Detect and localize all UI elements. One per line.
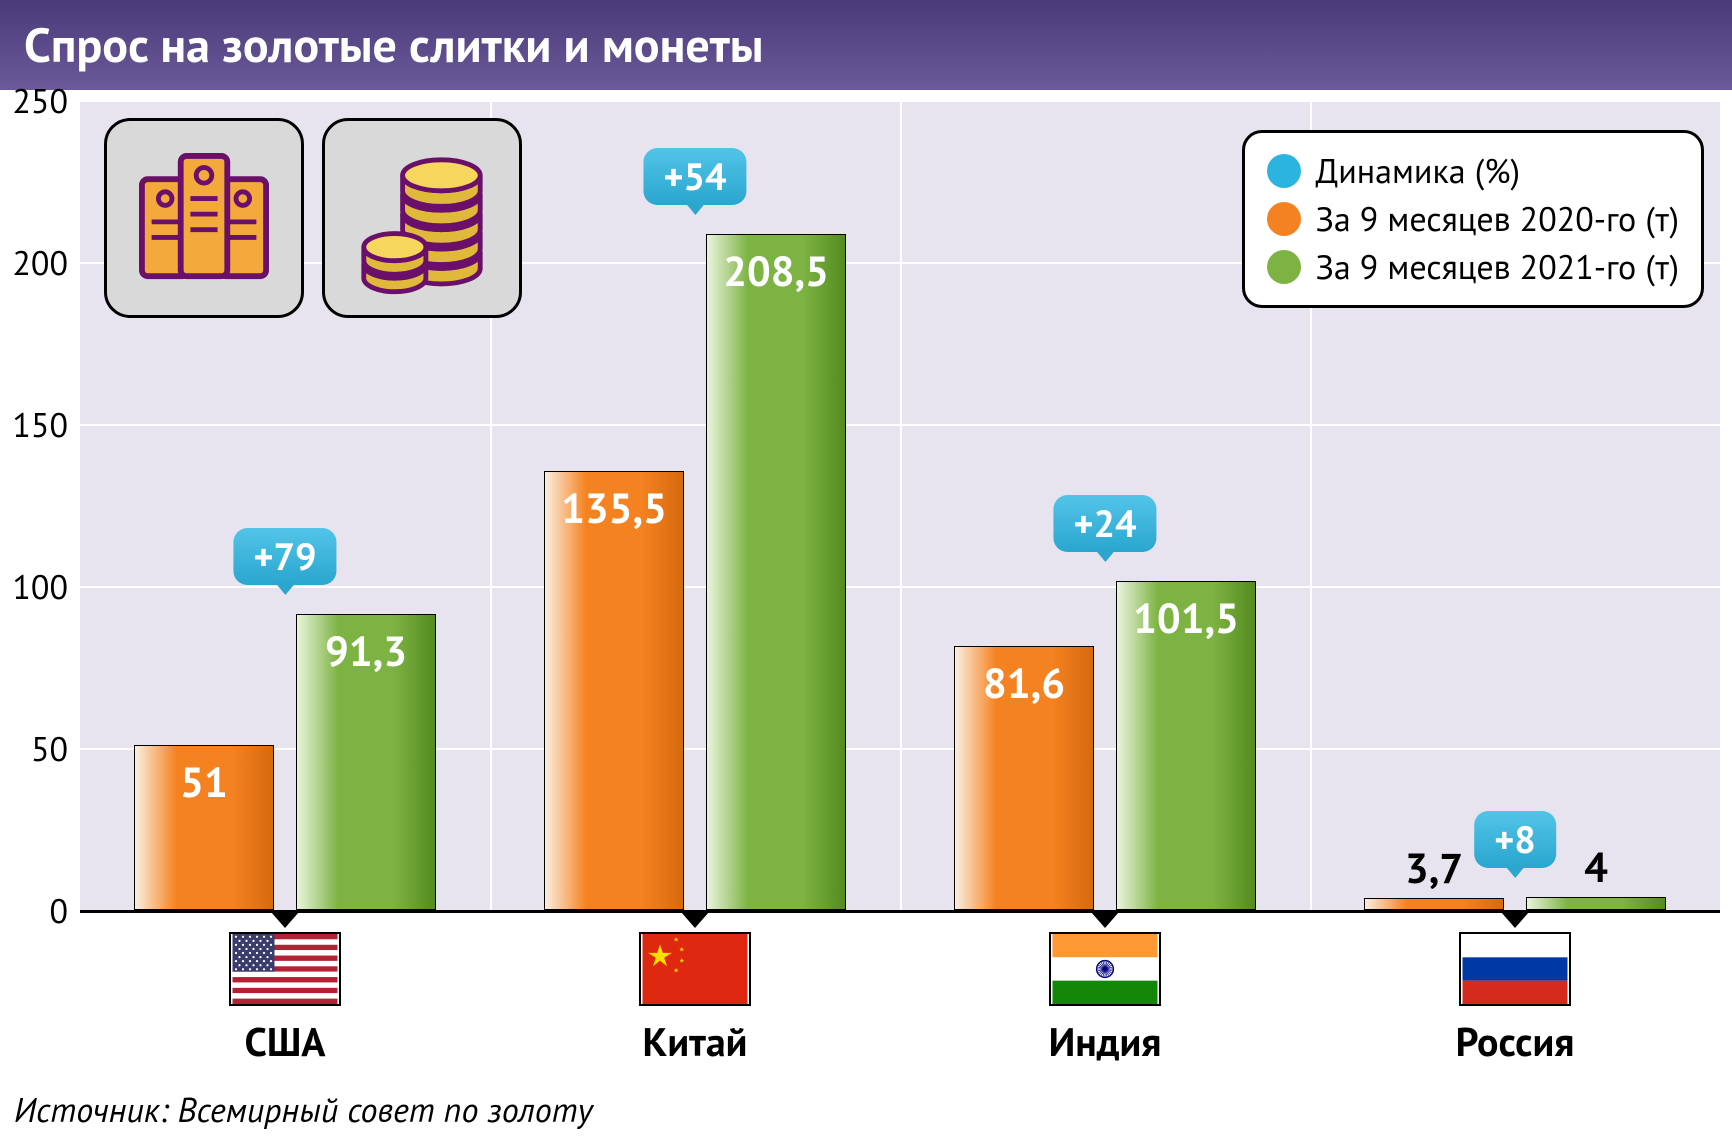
bar-value-label: 3,7 xyxy=(1405,840,1463,895)
x-axis-line xyxy=(80,910,1720,913)
bar-value-label: 208,5 xyxy=(723,243,829,298)
dynamics-bubble-india: +24 xyxy=(1053,495,1156,552)
axis-marker xyxy=(271,912,299,928)
bar-2020-india: 81,6 xyxy=(954,646,1094,910)
legend-label-2021: За 9 месяцев 2021-го (т) xyxy=(1315,245,1679,289)
bar-2021-china: 208,5 xyxy=(706,234,846,910)
y-tick-label: 250 xyxy=(0,79,68,123)
bar-value-label: 135,5 xyxy=(561,480,667,535)
bar-value-label: 51 xyxy=(180,754,228,809)
axis-marker xyxy=(1091,912,1119,928)
category-label-usa: США xyxy=(245,1016,326,1068)
dynamics-bubble-usa: +79 xyxy=(233,528,336,585)
bar-2020-russia: 3,7 xyxy=(1364,898,1504,910)
legend: Динамика (%) За 9 месяцев 2020-го (т) За… xyxy=(1242,130,1704,308)
y-tick-label: 50 xyxy=(0,727,68,771)
gold-bars-icon xyxy=(104,118,304,318)
chart-title: Спрос на золотые слитки и монеты xyxy=(24,14,764,76)
dynamics-bubble-china: +54 xyxy=(643,148,746,205)
chart-area: 050100150200250 5191,3+79135,5208,5+5481… xyxy=(0,90,1732,1080)
chart-title-bar: Спрос на золотые слитки и монеты xyxy=(0,0,1732,90)
legend-item-2021: За 9 месяцев 2021-го (т) xyxy=(1267,243,1679,291)
y-tick-label: 100 xyxy=(0,565,68,609)
category-label-china: Китай xyxy=(643,1016,748,1068)
group-separator xyxy=(900,100,902,910)
bar-value-label: 4 xyxy=(1584,839,1608,894)
legend-label-2020: За 9 месяцев 2020-го (т) xyxy=(1315,197,1679,241)
category-label-russia: Россия xyxy=(1456,1016,1575,1068)
bar-value-label: 81,6 xyxy=(983,655,1065,710)
axis-marker xyxy=(1501,912,1529,928)
gold-coins-icon xyxy=(322,118,522,318)
dynamics-bubble-russia: +8 xyxy=(1474,811,1556,868)
bar-2021-russia: 4 xyxy=(1526,897,1666,910)
bar-value-label: 101,5 xyxy=(1133,590,1239,645)
bar-value-label: 91,3 xyxy=(325,623,407,678)
y-tick-label: 0 xyxy=(0,889,68,933)
y-tick-label: 200 xyxy=(0,241,68,285)
legend-item-2020: За 9 месяцев 2020-го (т) xyxy=(1267,195,1679,243)
flag-china xyxy=(639,932,751,1006)
category-label-india: Индия xyxy=(1049,1016,1162,1068)
flag-russia xyxy=(1459,932,1571,1006)
bar-2020-usa: 51 xyxy=(134,745,274,910)
bar-2020-china: 135,5 xyxy=(544,471,684,910)
legend-swatch-2020 xyxy=(1267,202,1301,236)
y-tick-label: 150 xyxy=(0,403,68,447)
bar-2021-india: 101,5 xyxy=(1116,581,1256,910)
legend-swatch-2021 xyxy=(1267,250,1301,284)
axis-marker xyxy=(681,912,709,928)
legend-swatch-dynamics xyxy=(1267,154,1301,188)
flag-usa xyxy=(229,932,341,1006)
legend-label-dynamics: Динамика (%) xyxy=(1315,149,1520,193)
bar-2021-usa: 91,3 xyxy=(296,614,436,910)
flag-india xyxy=(1049,932,1161,1006)
legend-item-dynamics: Динамика (%) xyxy=(1267,147,1679,195)
source-line: Источник: Всемирный совет по золоту xyxy=(0,1080,1732,1144)
